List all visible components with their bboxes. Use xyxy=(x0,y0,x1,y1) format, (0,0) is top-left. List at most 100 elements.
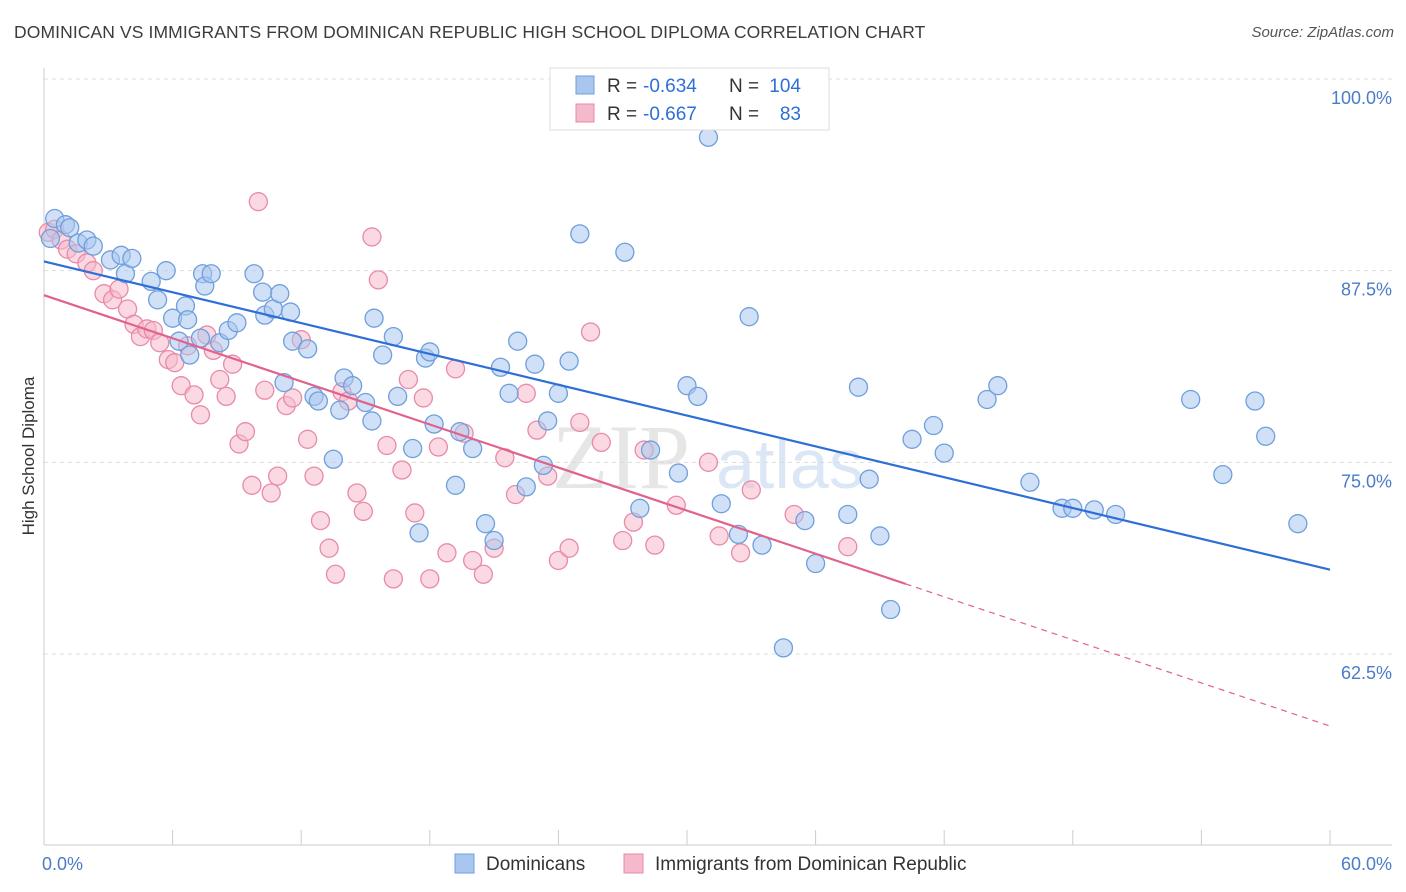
dominicans-point xyxy=(977,389,997,410)
immigrants-point xyxy=(362,227,382,247)
dominicans-point xyxy=(988,376,1008,396)
dominicans-point xyxy=(1020,472,1040,492)
legend-n-label-1: N = xyxy=(729,104,759,125)
dominicans-point xyxy=(445,475,466,495)
dominicans-point xyxy=(859,469,879,489)
immigrants-point xyxy=(242,475,262,495)
dominicans-point xyxy=(1256,426,1276,446)
immigrants-point xyxy=(235,422,256,442)
dominicans-point xyxy=(372,345,393,365)
immigrants-trend-line xyxy=(43,294,906,585)
immigrants-point xyxy=(248,192,268,212)
dominicans-point xyxy=(516,477,536,497)
x-tick-label-min: 0.0% xyxy=(42,854,83,874)
y-axis-title: High School Diploma xyxy=(19,376,38,535)
dominicans-point xyxy=(698,127,719,147)
immigrants-trend-line-extrapolated xyxy=(905,583,1331,727)
bottom-legend-swatch-dominicans xyxy=(454,853,475,874)
y-tick-labels: 100.0% 87.5% 75.0% 62.5% xyxy=(1331,88,1392,683)
legend-box xyxy=(549,67,830,131)
immigrants-point xyxy=(437,543,457,563)
immigrants-point xyxy=(473,564,494,584)
source-label: Source: ZipAtlas.com xyxy=(1251,24,1394,41)
axes xyxy=(43,68,1392,846)
dominicans-point xyxy=(60,218,80,238)
y-tick-label: 62.5% xyxy=(1341,663,1392,683)
dominicans-point xyxy=(538,411,558,431)
dominicans-point xyxy=(364,308,384,328)
immigrants-point xyxy=(413,388,434,408)
immigrants-point xyxy=(319,538,339,558)
immigrants-point xyxy=(580,322,601,342)
dominicans-point xyxy=(463,438,483,459)
immigrants-point xyxy=(190,405,211,425)
dominicans-point xyxy=(880,599,901,620)
chart-title: DOMINICAN VS IMMIGRANTS FROM DOMINICAN R… xyxy=(14,22,926,42)
immigrants-point xyxy=(570,412,590,433)
immigrants-point xyxy=(297,429,318,449)
dominicans-point xyxy=(848,377,869,397)
dominicans-point xyxy=(362,411,382,431)
dominicans-point xyxy=(640,440,661,460)
dominicans-point xyxy=(711,494,731,514)
dominicans-point xyxy=(508,331,528,351)
dominicans-point xyxy=(559,351,579,371)
immigrants-point xyxy=(591,432,611,453)
immigrants-point xyxy=(347,483,367,503)
immigrants-point xyxy=(516,383,536,403)
immigrants-point xyxy=(645,535,665,555)
correlation-legend: R = -0.634 N = 104 R = -0.667 N = 83 xyxy=(549,67,830,131)
dominicans-point xyxy=(323,449,344,469)
dominicans-point xyxy=(805,553,826,574)
trend-lines xyxy=(43,260,1331,727)
dominicans-point xyxy=(180,345,200,365)
x-ticks xyxy=(172,830,1331,845)
immigrants-point xyxy=(184,385,204,405)
dominicans-point xyxy=(177,310,198,330)
immigrants-point xyxy=(613,530,633,551)
dominicans-point xyxy=(870,526,890,546)
immigrants-point xyxy=(267,466,288,486)
immigrants-point xyxy=(463,550,483,571)
dominicans-point xyxy=(795,510,815,531)
dominicans-point xyxy=(838,504,858,525)
legend-r-label-1: R = xyxy=(607,104,637,125)
dominicans-point xyxy=(923,415,944,436)
dominicans-point xyxy=(83,236,103,256)
dominicans-point xyxy=(308,391,328,411)
legend-n-label-0: N = xyxy=(729,76,759,97)
immigrants-point xyxy=(405,503,425,523)
dominicans-point xyxy=(902,429,922,449)
dominicans-point xyxy=(739,307,759,327)
bottom-legend-swatch-immigrants xyxy=(623,853,644,874)
y-tick-label: 87.5% xyxy=(1341,280,1392,300)
immigrants-point xyxy=(377,435,397,456)
dominicans-point xyxy=(630,498,650,518)
bottom-legend-label-dominicans: Dominicans xyxy=(486,854,585,875)
dominicans-point xyxy=(490,357,511,377)
dominicans-point xyxy=(484,530,504,551)
dominicans-point xyxy=(201,264,221,284)
immigrants-point xyxy=(353,501,374,522)
legend-r-value-1: -0.667 xyxy=(643,104,697,125)
dominicans-point xyxy=(934,443,954,463)
immigrants-point xyxy=(383,569,404,589)
immigrants-point xyxy=(838,537,858,557)
immigrants-point xyxy=(730,543,751,563)
dominicans-point xyxy=(409,523,429,543)
series-legend: Dominicans Immigrants from Dominican Rep… xyxy=(454,853,967,875)
dominicans-trend-line xyxy=(43,260,1331,571)
immigrants-point xyxy=(304,466,324,486)
dominicans-point xyxy=(156,261,176,281)
watermark-atlas: atlas xyxy=(716,425,864,503)
y-tick-label: 100.0% xyxy=(1331,88,1392,108)
immigrants-point xyxy=(698,452,719,472)
legend-n-value-1: 83 xyxy=(780,104,801,125)
dominicans-point xyxy=(525,354,545,374)
dominicans-point xyxy=(1181,389,1201,410)
dominicans-point xyxy=(668,463,689,483)
immigrants-point xyxy=(282,388,303,408)
immigrants-point xyxy=(666,495,686,515)
immigrants-point xyxy=(325,564,346,584)
dominicans-point xyxy=(122,248,142,269)
